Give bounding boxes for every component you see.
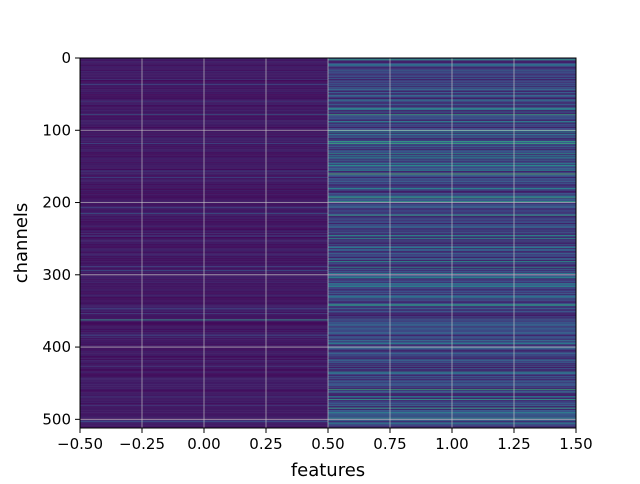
x-tick-label: −0.25 xyxy=(119,435,165,453)
y-tick-label: 500 xyxy=(42,410,71,428)
y-axis-ticks: 0 100 200 300 400 500 xyxy=(42,49,80,428)
y-tick-label: 100 xyxy=(42,121,71,139)
y-tick-label: 300 xyxy=(42,266,71,284)
y-axis-label: channels xyxy=(11,203,32,284)
x-tick-label: 1.00 xyxy=(435,435,468,453)
x-tick-label: 1.25 xyxy=(497,435,530,453)
x-tick-label: 0.75 xyxy=(373,435,406,453)
x-tick-label: 0.50 xyxy=(311,435,344,453)
x-axis-label: features xyxy=(291,460,365,480)
x-tick-label: −0.50 xyxy=(57,435,103,453)
y-tick-label: 400 xyxy=(42,338,71,356)
y-tick-label: 200 xyxy=(42,194,71,212)
x-tick-label: 0.25 xyxy=(249,435,282,453)
x-tick-label: 0.00 xyxy=(187,435,220,453)
y-tick-label: 0 xyxy=(61,49,71,67)
x-axis-ticks: −0.50 −0.25 0.00 0.25 0.50 0.75 1.00 1.25 1.50 xyxy=(57,428,593,453)
x-tick-label: 1.50 xyxy=(559,435,592,453)
